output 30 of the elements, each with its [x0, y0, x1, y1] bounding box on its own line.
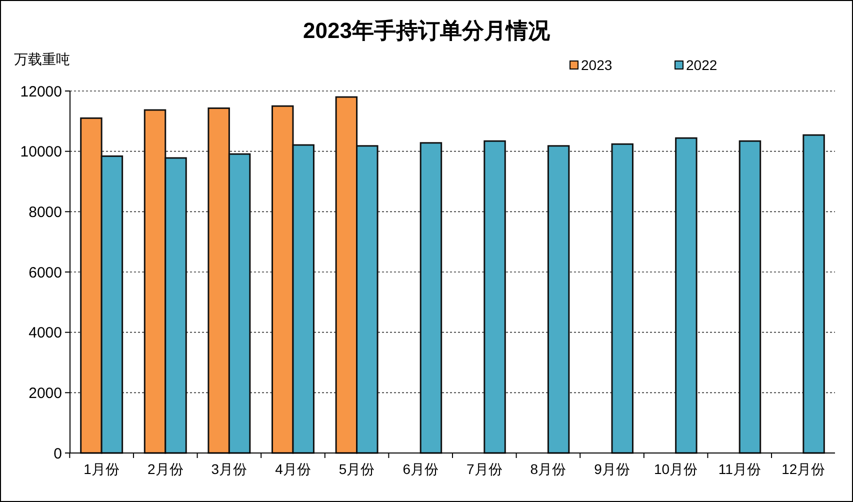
y-tick-label: 2000 — [28, 384, 62, 402]
x-tick-label: 1月份 — [84, 461, 120, 477]
y-tick-label: 4000 — [28, 324, 62, 342]
bar — [802, 134, 825, 454]
x-tick-label: 12月份 — [782, 461, 826, 477]
x-tick-label: 7月份 — [466, 461, 502, 477]
bar — [611, 143, 634, 454]
bar — [420, 142, 442, 454]
y-tick-label: 0 — [54, 445, 62, 462]
x-tick-label: 8月份 — [530, 461, 566, 477]
x-tick-label: 4月份 — [275, 461, 311, 477]
y-tick-label: 10000 — [20, 144, 62, 161]
x-tick-label: 10月份 — [654, 461, 698, 477]
y-tick-label: 6000 — [28, 264, 62, 282]
legend-label: 2023 — [581, 57, 612, 73]
x-tick-label: 6月份 — [402, 461, 438, 477]
chart-title: 2023年手持订单分月情况 — [303, 18, 551, 43]
bar — [484, 140, 506, 454]
y-tick-label: 12000 — [20, 83, 62, 100]
x-tick-label: 3月份 — [211, 461, 248, 477]
bar — [675, 137, 698, 454]
legend-label: 2022 — [686, 57, 718, 73]
y-axis-title: 万载重吨 — [14, 51, 70, 67]
x-tick-label: 11月份 — [718, 461, 761, 477]
x-tick-label: 9月份 — [594, 461, 630, 477]
x-tick-label: 2月份 — [147, 461, 184, 477]
x-tick-label: 5月份 — [338, 461, 375, 477]
bar — [738, 140, 762, 454]
y-tick-label: 8000 — [28, 204, 62, 221]
bar — [547, 145, 570, 454]
